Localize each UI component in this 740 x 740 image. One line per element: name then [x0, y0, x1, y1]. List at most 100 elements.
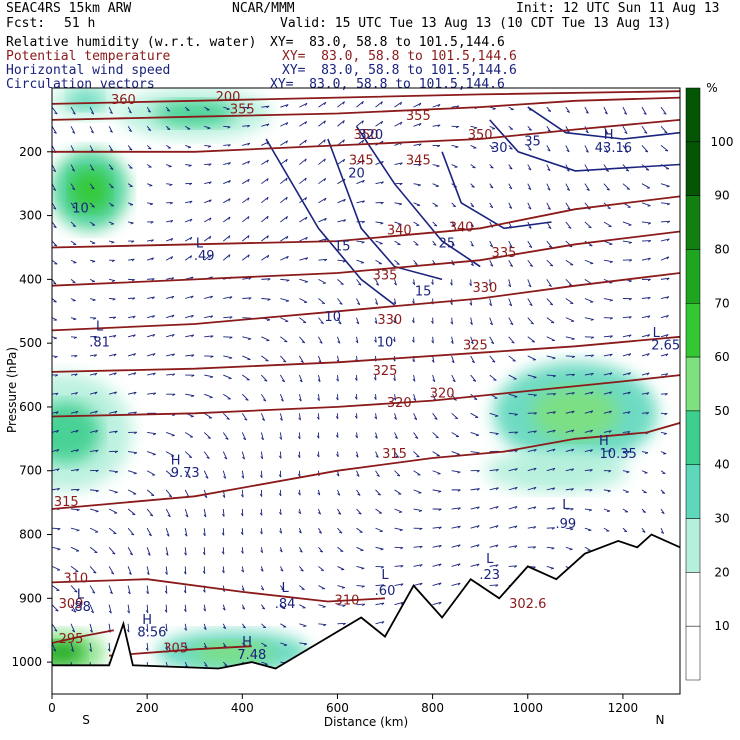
wind-vector-head	[188, 164, 192, 167]
wind-vector	[147, 392, 156, 395]
wind-vector-head	[508, 284, 512, 288]
wind-vector-head	[354, 377, 358, 381]
wind-vector-head	[529, 303, 533, 307]
wind-vector-head	[89, 648, 92, 652]
wind-vector	[641, 470, 648, 474]
wind-vector	[337, 546, 344, 552]
wind-vector	[413, 470, 421, 476]
wind-vector	[603, 430, 612, 433]
wind-vector-head	[75, 429, 79, 433]
wind-vector	[299, 604, 306, 609]
wind-vector	[184, 642, 188, 650]
wind-vector	[223, 355, 233, 359]
wind-vector-head	[495, 433, 499, 436]
wind-vector	[356, 585, 365, 587]
wind-vector	[546, 429, 556, 433]
wind-vector	[261, 374, 268, 382]
wind-vector	[203, 547, 206, 555]
wind-vector	[565, 279, 573, 286]
wind-contour-15	[327, 138, 443, 281]
wind-vector-head	[229, 336, 233, 339]
wind-vector	[108, 642, 111, 652]
wind-vector	[451, 374, 456, 382]
wind-vector	[508, 565, 517, 567]
wind-vector	[279, 489, 282, 496]
wind-vector	[242, 355, 251, 360]
wind-vector	[279, 374, 286, 383]
wind-vector	[108, 126, 113, 133]
wind-vector	[261, 254, 270, 261]
wind-vector	[432, 336, 434, 344]
wind-vector-head	[568, 226, 572, 229]
wind-vector-head	[172, 393, 176, 397]
wind-vector	[146, 547, 151, 556]
wind-vector-head	[342, 622, 346, 626]
wind-vector	[565, 259, 574, 266]
wind-vector	[204, 144, 211, 147]
theta-label: 315	[382, 447, 407, 462]
wind-vector	[127, 604, 130, 614]
wind-vector	[508, 164, 513, 170]
wind-vector	[298, 470, 301, 477]
wind-vector	[185, 354, 195, 357]
wind-vector-head	[433, 243, 437, 246]
wind-vector-head	[320, 322, 324, 325]
wind-vector	[261, 298, 271, 300]
wind-vector	[660, 314, 669, 319]
wind-vector-head	[259, 475, 263, 479]
wind-vector	[128, 297, 136, 299]
wind-vector	[166, 164, 172, 167]
wind-vector-head	[476, 506, 480, 510]
wind-vector-head	[242, 626, 246, 629]
wind-vector-head	[203, 608, 206, 612]
wind-vector	[184, 255, 192, 261]
wind-vector-head	[164, 590, 168, 594]
wind-vector	[508, 374, 517, 380]
wind-vector-head	[261, 418, 265, 421]
wind-vector	[394, 413, 397, 420]
wind-vector	[375, 298, 379, 305]
wind-vector	[660, 334, 669, 338]
theta-label: 305	[163, 642, 188, 657]
wind-vector	[337, 527, 343, 534]
wind-vector-head	[187, 476, 191, 479]
wind-vector	[413, 102, 422, 108]
wind-vector-head	[571, 338, 575, 341]
wind-vector-head	[279, 530, 282, 534]
wind-vector-head	[206, 456, 210, 459]
wind-vector-head	[300, 569, 304, 572]
wind-vector	[565, 468, 574, 472]
wind-vector	[318, 177, 326, 185]
wind-vector	[660, 527, 665, 534]
wind-vector-head	[511, 341, 515, 344]
wind-vector	[52, 240, 58, 247]
wind-vector-head	[489, 205, 493, 209]
wind-vector-head	[399, 101, 403, 106]
wind-vector	[394, 375, 396, 381]
wind-vector-head	[279, 511, 282, 515]
wind-vector	[52, 221, 57, 228]
wind-vector-head	[52, 169, 56, 173]
wind-vector-head	[355, 435, 358, 439]
wind-vector-head	[493, 379, 497, 381]
wind-vector-head	[56, 430, 59, 433]
wind-vector-head	[528, 128, 532, 131]
wind-vector-head	[414, 417, 418, 421]
wind-vector-head	[324, 197, 327, 201]
wind-vector	[546, 393, 556, 395]
wind-vector	[185, 314, 194, 319]
wind-vector-head	[73, 318, 77, 321]
wind-label: L	[562, 498, 570, 513]
wind-vector	[413, 202, 421, 206]
wind-vector-head	[547, 207, 551, 210]
wind-vector	[641, 257, 651, 261]
wind-vector	[108, 372, 117, 376]
wind-vector-head	[457, 507, 461, 510]
wind-vector-head	[53, 207, 57, 210]
wind-vector	[527, 374, 537, 378]
wind-vector	[489, 584, 499, 587]
wind-vector	[375, 432, 378, 439]
wind-vector	[622, 470, 630, 473]
theta-label: 355	[406, 109, 431, 124]
